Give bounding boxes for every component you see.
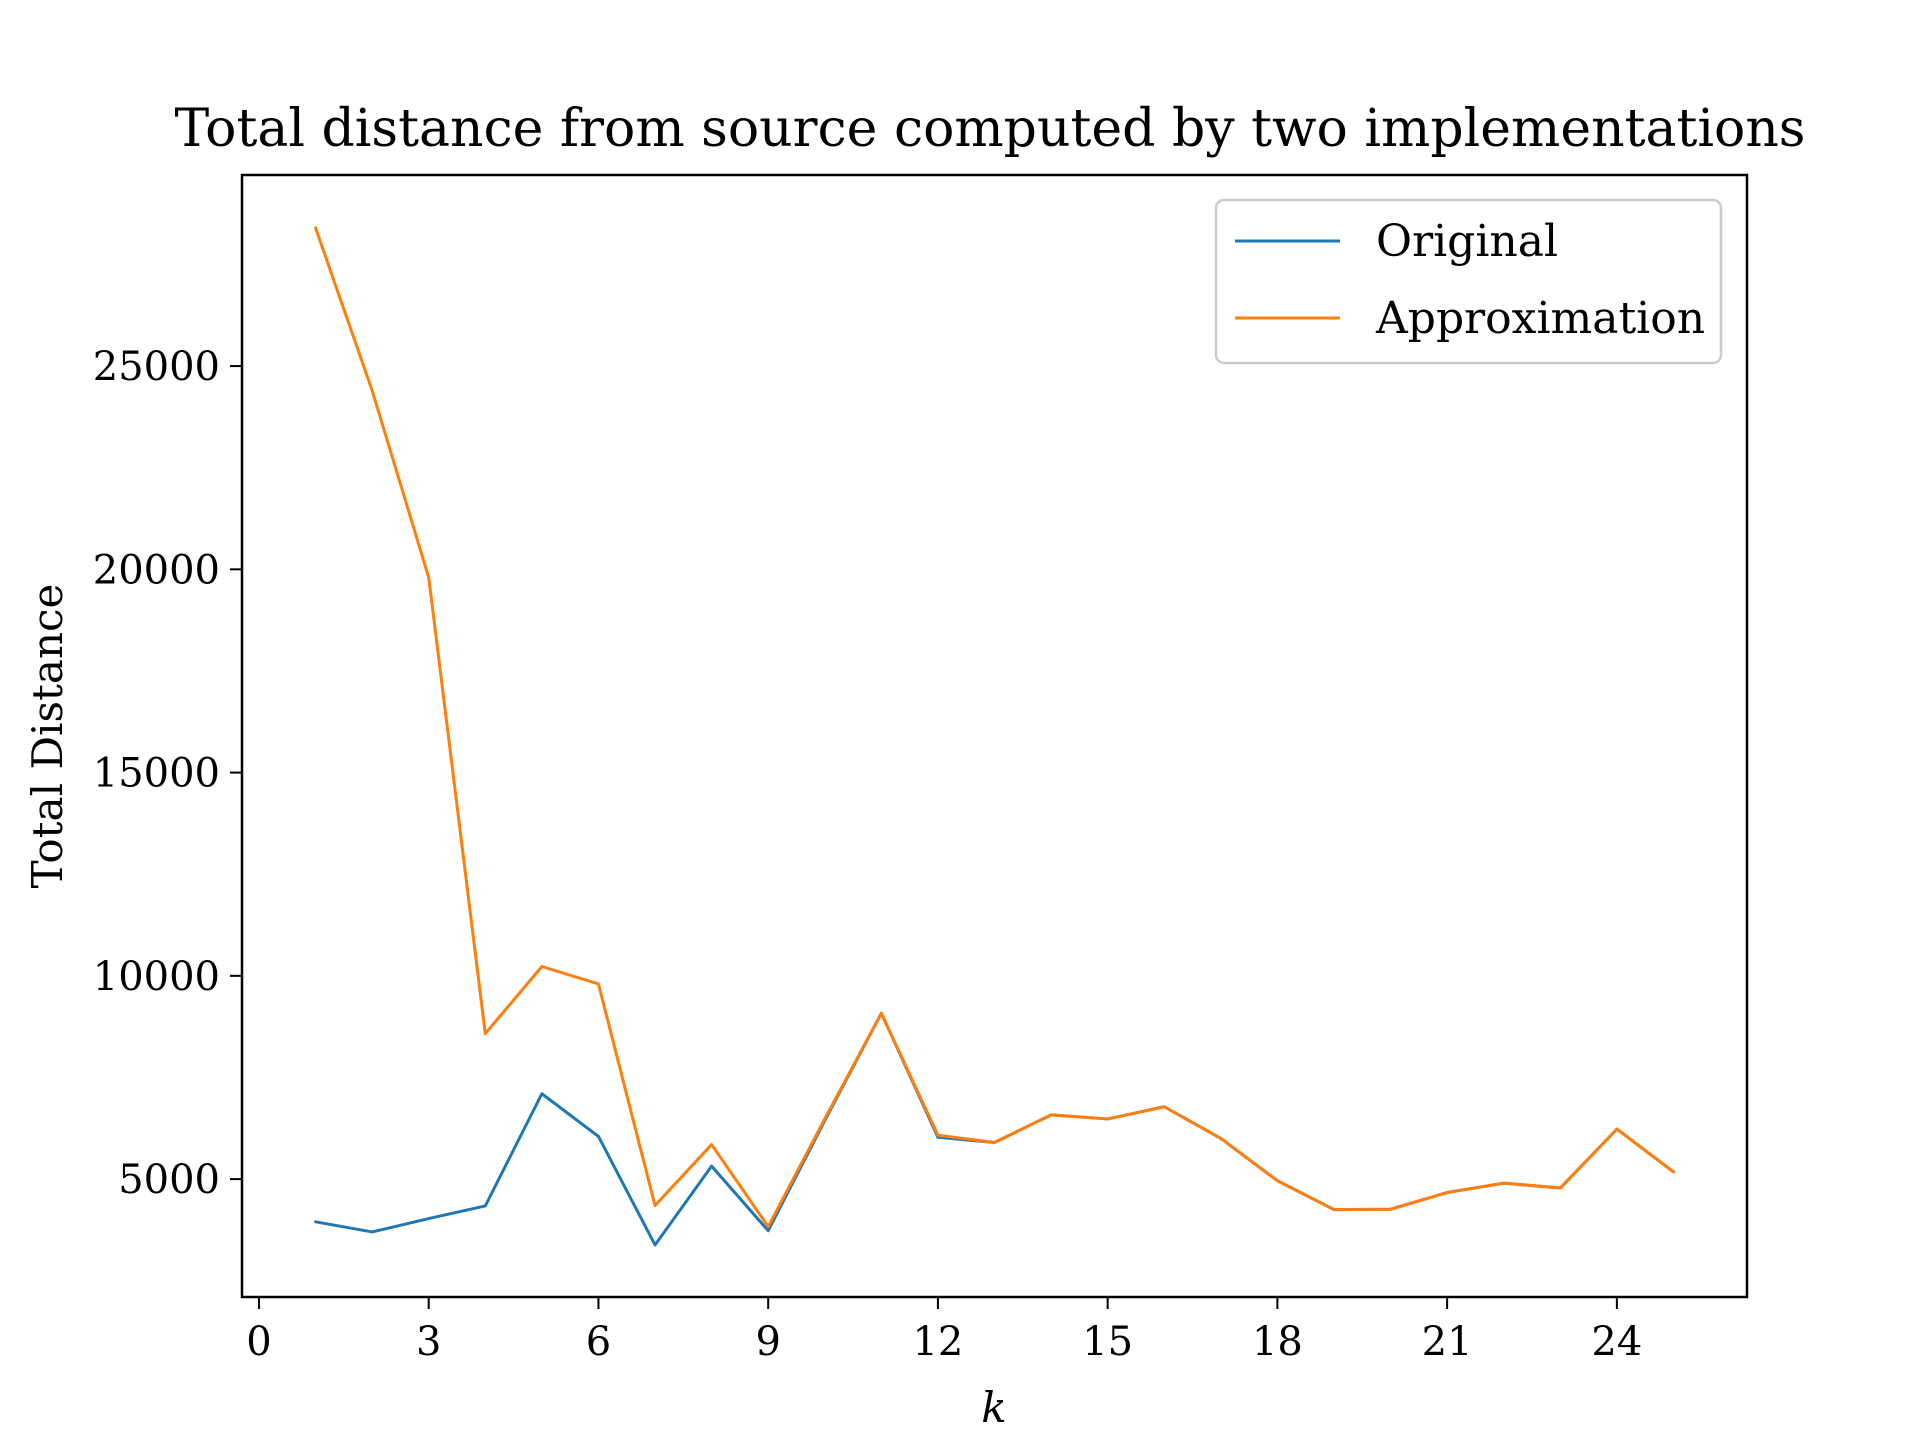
y-tick-label: 20000: [93, 547, 220, 593]
x-tick-label: 9: [755, 1319, 780, 1365]
x-tick-label: 12: [912, 1319, 963, 1365]
x-axis-ticks: 0 3 6 9 12 15 18 21 24: [246, 1297, 1642, 1365]
legend: Original Approximation: [1214, 198, 1723, 365]
legend-box: [1214, 198, 1723, 365]
y-axis-ticks: 5000 10000 15000 20000 25000: [93, 344, 242, 1203]
series-line-approximation: [314, 226, 1675, 1229]
legend-label-original: Original: [1376, 216, 1558, 267]
y-tick-label: 15000: [93, 751, 220, 797]
y-tick-label: 25000: [93, 344, 220, 390]
x-axis-label: k: [981, 1383, 1006, 1432]
x-tick-label: 24: [1591, 1319, 1642, 1365]
y-tick-label: 5000: [118, 1157, 220, 1203]
legend-label-approximation: Approximation: [1375, 293, 1705, 344]
y-axis-label: Total Distance: [23, 584, 72, 889]
series-layer: [314, 226, 1675, 1247]
x-tick-label: 0: [246, 1319, 271, 1365]
plot-frame: [240, 173, 1749, 1299]
x-tick-label: 3: [416, 1319, 441, 1365]
x-tick-label: 15: [1082, 1319, 1133, 1365]
x-tick-label: 6: [586, 1319, 611, 1365]
y-tick-label: 10000: [93, 954, 220, 1000]
x-tick-label: 21: [1422, 1319, 1473, 1365]
chart-title: Total distance from source computed by t…: [175, 99, 1806, 159]
x-tick-label: 18: [1252, 1319, 1303, 1365]
